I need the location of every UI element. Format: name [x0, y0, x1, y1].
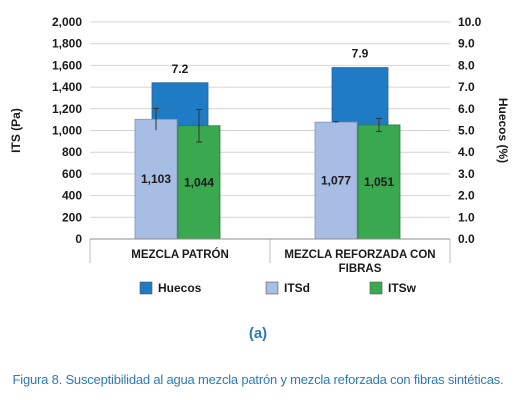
data-label-huecos: 7.2	[172, 62, 189, 76]
bar-itsd	[134, 118, 178, 240]
legend-swatch-itsw	[369, 281, 383, 295]
bar-chart: 0 200 400 600 800 1,000 1,200 1,400 1,600 1,800 2,…	[9, 15, 510, 295]
y2-tick-label: 7.0	[458, 80, 475, 94]
y2-tick-label: 0.0	[458, 232, 475, 246]
data-label-itsw: 1,044	[184, 175, 214, 189]
y-tick-label: 400	[62, 189, 82, 203]
y-tick-label: 0	[75, 232, 82, 246]
y-axis-title: ITS (Pa)	[9, 108, 23, 153]
y-tick-label: 2,000	[52, 15, 82, 29]
figure-caption: Figura 8. Susceptibilidad al agua mezcla…	[12, 372, 504, 387]
y2-tick-label: 3.0	[458, 167, 475, 181]
data-label-huecos: 7.9	[352, 47, 369, 61]
y2-tick-label: 8.0	[458, 58, 475, 72]
x-category-label: MEZCLA PATRÓN	[131, 248, 229, 261]
legend-label-itsw: ITSw	[388, 281, 417, 295]
legend-swatch-itsd	[265, 281, 279, 295]
y-tick-label: 1,600	[52, 58, 82, 72]
y-tick-label: 1,200	[52, 102, 82, 116]
data-label-itsd: 1,103	[141, 172, 171, 186]
y2-tick-label: 2.0	[458, 189, 475, 203]
panel-label: (a)	[248, 325, 268, 342]
y2-tick-label: 5.0	[458, 124, 475, 138]
y-tick-label: 800	[62, 145, 82, 159]
y-tick-label: 200	[62, 210, 82, 224]
y2-axis-title: Huecos (%)	[496, 98, 510, 163]
data-label-itsd: 1,077	[321, 174, 351, 188]
y-tick-label: 600	[62, 167, 82, 181]
y-tick-label: 1,800	[52, 37, 82, 51]
bar-itsd	[314, 121, 358, 240]
y2-tick-label: 4.0	[458, 145, 475, 159]
legend-label-itsd: ITSd	[284, 281, 310, 295]
y2-tick-label: 1.0	[458, 210, 475, 224]
x-category-label: MEZCLA REFORZADA CON	[284, 249, 435, 261]
data-label-itsw: 1,051	[364, 175, 394, 189]
y-tick-label: 1,400	[52, 80, 82, 94]
y-tick-label: 1,000	[52, 124, 82, 138]
x-category-label: FIBRAS	[339, 263, 382, 275]
legend-label-huecos: Huecos	[158, 281, 202, 295]
y2-tick-label: 9.0	[458, 37, 475, 51]
y2-tick-label: 6.0	[458, 102, 475, 116]
legend-swatch-huecos	[139, 281, 153, 295]
y2-tick-label: 10.0	[458, 15, 482, 29]
